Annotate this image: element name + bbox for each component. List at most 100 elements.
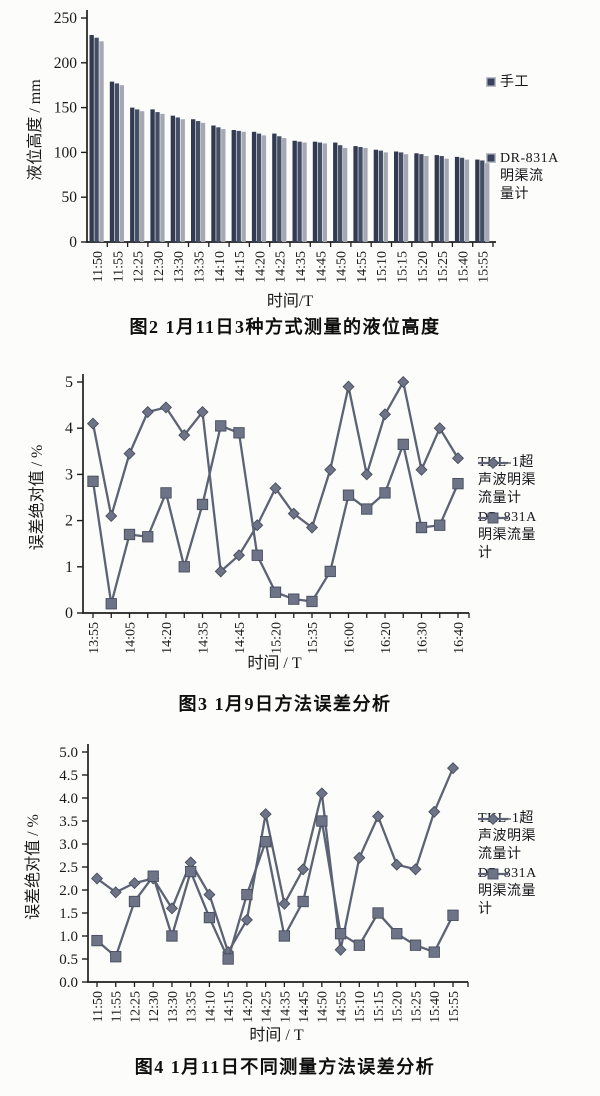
svg-text:1.0: 1.0 [59, 929, 78, 945]
dr831a-series-marker-icon [486, 153, 496, 163]
figure-2: 0 50 100 150 200 250 液位高度 / mm 11:50 11:55 12:25 1… [0, 0, 600, 352]
svg-text:15:15: 15:15 [396, 251, 411, 283]
svg-text:16:00: 16:00 [342, 622, 357, 654]
svg-text:14:10: 14:10 [213, 251, 228, 283]
figure-3: 0 1 2 3 4 5 误差绝对值 / % 13:55 14:05 14:20 14:35 14:45… [0, 360, 600, 730]
legend-item-dr831a: DR-831A 明渠流量 计 [478, 509, 537, 563]
svg-text:0: 0 [69, 234, 77, 251]
svg-text:3: 3 [65, 466, 73, 483]
svg-text:11:55: 11:55 [110, 991, 125, 1022]
svg-text:时间 / T: 时间 / T [247, 654, 301, 672]
svg-text:14:25: 14:25 [274, 251, 289, 283]
svg-text:15:55: 15:55 [447, 991, 462, 1023]
svg-text:4.5: 4.5 [59, 768, 78, 784]
svg-text:14:10: 14:10 [203, 991, 218, 1023]
svg-text:150: 150 [54, 100, 78, 117]
svg-text:3.0: 3.0 [59, 837, 78, 853]
svg-text:14:45: 14:45 [314, 251, 329, 283]
svg-text:15:10: 15:10 [375, 251, 390, 283]
svg-text:14:20: 14:20 [160, 622, 175, 654]
figure-2-caption: 图2 1月11日3种方式测量的液位高度 [129, 317, 441, 337]
svg-text:16:20: 16:20 [379, 622, 394, 654]
svg-text:液位高度 / mm: 液位高度 / mm [26, 79, 44, 181]
svg-text:误差绝对值 / %: 误差绝对值 / % [24, 814, 42, 920]
legend-item-dr831a: DR-831A 明渠流量 计 [478, 865, 537, 919]
svg-text:14:50: 14:50 [316, 991, 331, 1023]
svg-text:14:25: 14:25 [260, 991, 275, 1023]
svg-text:3.5: 3.5 [59, 814, 78, 830]
svg-text:14:35: 14:35 [294, 251, 309, 283]
svg-text:14:45: 14:45 [297, 991, 312, 1023]
svg-text:13:35: 13:35 [193, 251, 208, 283]
svg-text:14:35: 14:35 [278, 991, 293, 1023]
svg-text:4: 4 [65, 420, 73, 437]
svg-text:2.0: 2.0 [59, 883, 78, 899]
legend-item-manual: 手工 [486, 74, 529, 92]
svg-text:13:55: 13:55 [87, 622, 102, 654]
svg-text:12:25: 12:25 [132, 251, 147, 283]
svg-text:200: 200 [54, 55, 78, 72]
svg-text:14:55: 14:55 [355, 251, 370, 283]
svg-text:14:35: 14:35 [196, 622, 211, 654]
svg-text:14:20: 14:20 [241, 991, 256, 1023]
svg-text:14:15: 14:15 [233, 251, 248, 283]
svg-text:15:25: 15:25 [436, 251, 451, 283]
legend-label: 手工 [500, 75, 529, 90]
svg-text:误差绝对值 / %: 误差绝对值 / % [28, 445, 46, 551]
svg-text:1.5: 1.5 [59, 906, 78, 922]
figure-3-caption: 图3 1月9日方法误差分析 [178, 694, 392, 714]
svg-text:2.5: 2.5 [59, 860, 78, 876]
svg-text:15:40: 15:40 [456, 251, 471, 283]
svg-text:0: 0 [65, 605, 73, 622]
svg-text:0.0: 0.0 [59, 975, 78, 991]
legend-item-dr831a: DR-831A 明渠流 量计 [486, 150, 559, 204]
svg-text:5: 5 [65, 374, 73, 391]
svg-text:13:35: 13:35 [185, 991, 200, 1023]
manual-series-marker-icon [486, 77, 496, 87]
svg-text:11:50: 11:50 [91, 991, 106, 1022]
svg-text:16:30: 16:30 [415, 622, 430, 654]
svg-text:250: 250 [54, 10, 78, 27]
tkl1-series-marker-icon [478, 456, 508, 470]
svg-text:11:55: 11:55 [111, 251, 126, 282]
svg-text:15:20: 15:20 [391, 991, 406, 1023]
line-chart-error-jan11: 0.0 0.5 1.0 1.5 2.0 2.5 3.0 3.5 4.0 4.5 5.0 误差绝对值 /… [24, 744, 469, 1044]
svg-text:15:40: 15:40 [428, 991, 443, 1023]
svg-text:100: 100 [54, 144, 78, 161]
dr831a-series-marker-icon [478, 868, 508, 880]
svg-text:50: 50 [62, 189, 78, 206]
svg-text:14:55: 14:55 [334, 991, 349, 1023]
svg-text:1: 1 [65, 559, 73, 576]
svg-text:11:50: 11:50 [91, 251, 106, 282]
svg-text:14:20: 14:20 [253, 251, 268, 283]
svg-text:时间 / T: 时间 / T [249, 1026, 303, 1044]
svg-text:14:45: 14:45 [233, 622, 248, 654]
bar-chart-liquid-level: 0 50 100 150 200 250 液位高度 / mm 11:50 11:55 12:25 1… [26, 10, 496, 310]
svg-text:12:30: 12:30 [147, 991, 162, 1023]
svg-text:15:35: 15:35 [306, 622, 321, 654]
svg-text:15:10: 15:10 [353, 991, 368, 1023]
svg-text:4.0: 4.0 [59, 791, 78, 807]
svg-text:15:55: 15:55 [477, 251, 492, 283]
line-chart-error-jan9: 0 1 2 3 4 5 误差绝对值 / % 13:55 14:05 14:20 14:35 14:45… [28, 374, 470, 672]
legend-item-tkl1: TKL-1超 声波明渠 流量计 [478, 454, 536, 508]
svg-text:2: 2 [65, 513, 73, 530]
svg-text:5.0: 5.0 [59, 745, 78, 761]
svg-text:15:20: 15:20 [269, 622, 284, 654]
svg-text:13:30: 13:30 [172, 251, 187, 283]
figure-4: 0.0 0.5 1.0 1.5 2.0 2.5 3.0 3.5 4.0 4.5 5.0 误差绝对值 /… [0, 730, 600, 1096]
svg-text:13:30: 13:30 [166, 991, 181, 1023]
svg-text:0.5: 0.5 [59, 952, 78, 968]
dr831a-series-marker-icon [478, 512, 508, 524]
figure-4-caption: 图4 1月11日不同测量方法误差分析 [134, 1057, 436, 1077]
svg-text:15:25: 15:25 [409, 991, 424, 1023]
tkl1-series-marker-icon [478, 812, 508, 826]
legend-label: DR-831A 明渠流 量计 [500, 151, 559, 202]
svg-text:12:25: 12:25 [128, 991, 143, 1023]
legend-item-tkl1: TKL-1超 声波明渠 流量计 [478, 810, 536, 864]
svg-text:15:20: 15:20 [416, 251, 431, 283]
svg-text:14:05: 14:05 [123, 622, 138, 654]
svg-text:14:15: 14:15 [222, 991, 237, 1023]
svg-text:14:50: 14:50 [335, 251, 350, 283]
